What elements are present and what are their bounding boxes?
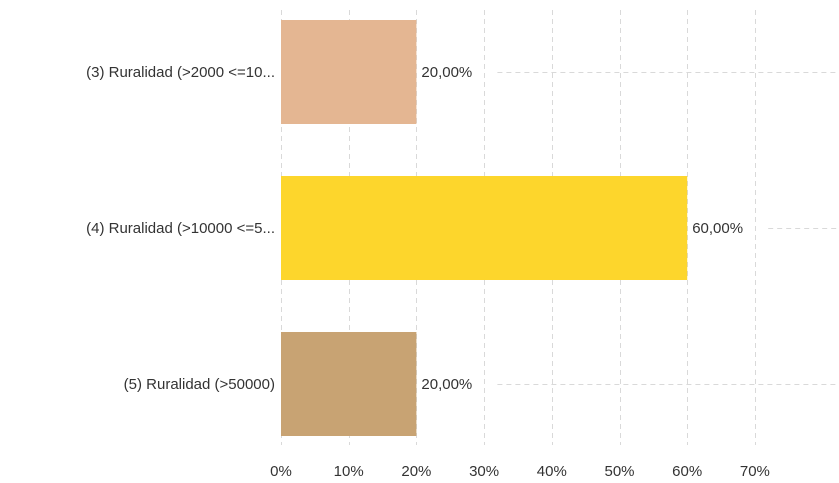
category-label-1: (3) Ruralidad (>2000 <=10... bbox=[86, 64, 275, 81]
x-tick-label-2: 20% bbox=[401, 463, 431, 480]
x-tick-label-6: 60% bbox=[672, 463, 702, 480]
bar-2 bbox=[281, 176, 688, 280]
category-label-2: (4) Ruralidad (>10000 <=5... bbox=[86, 220, 275, 237]
x-tick-label-4: 40% bbox=[537, 463, 567, 480]
x-tick-label-1: 10% bbox=[334, 463, 364, 480]
category-labels: (3) Ruralidad (>2000 <=10... (4) Ruralida… bbox=[86, 64, 275, 393]
data-label-2: 60,00% bbox=[692, 220, 743, 237]
x-tick-label-0: 0% bbox=[270, 463, 292, 480]
data-label-1: 20,00% bbox=[421, 64, 472, 81]
x-tick-label-3: 30% bbox=[469, 463, 499, 480]
data-label-3: 20,00% bbox=[421, 376, 472, 393]
data-labels: 20,00% 60,00% 20,00% bbox=[421, 64, 743, 393]
category-label-3: (5) Ruralidad (>50000) bbox=[124, 376, 275, 393]
bars bbox=[281, 20, 688, 436]
bar-3 bbox=[281, 332, 417, 436]
x-tick-label-5: 50% bbox=[604, 463, 634, 480]
x-tick-label-7: 70% bbox=[740, 463, 770, 480]
bar-1 bbox=[281, 20, 417, 124]
x-axis-tick-labels: 0% 10% 20% 30% 40% 50% 60% 70% bbox=[270, 463, 770, 480]
label-leader-lines bbox=[497, 72, 839, 385]
